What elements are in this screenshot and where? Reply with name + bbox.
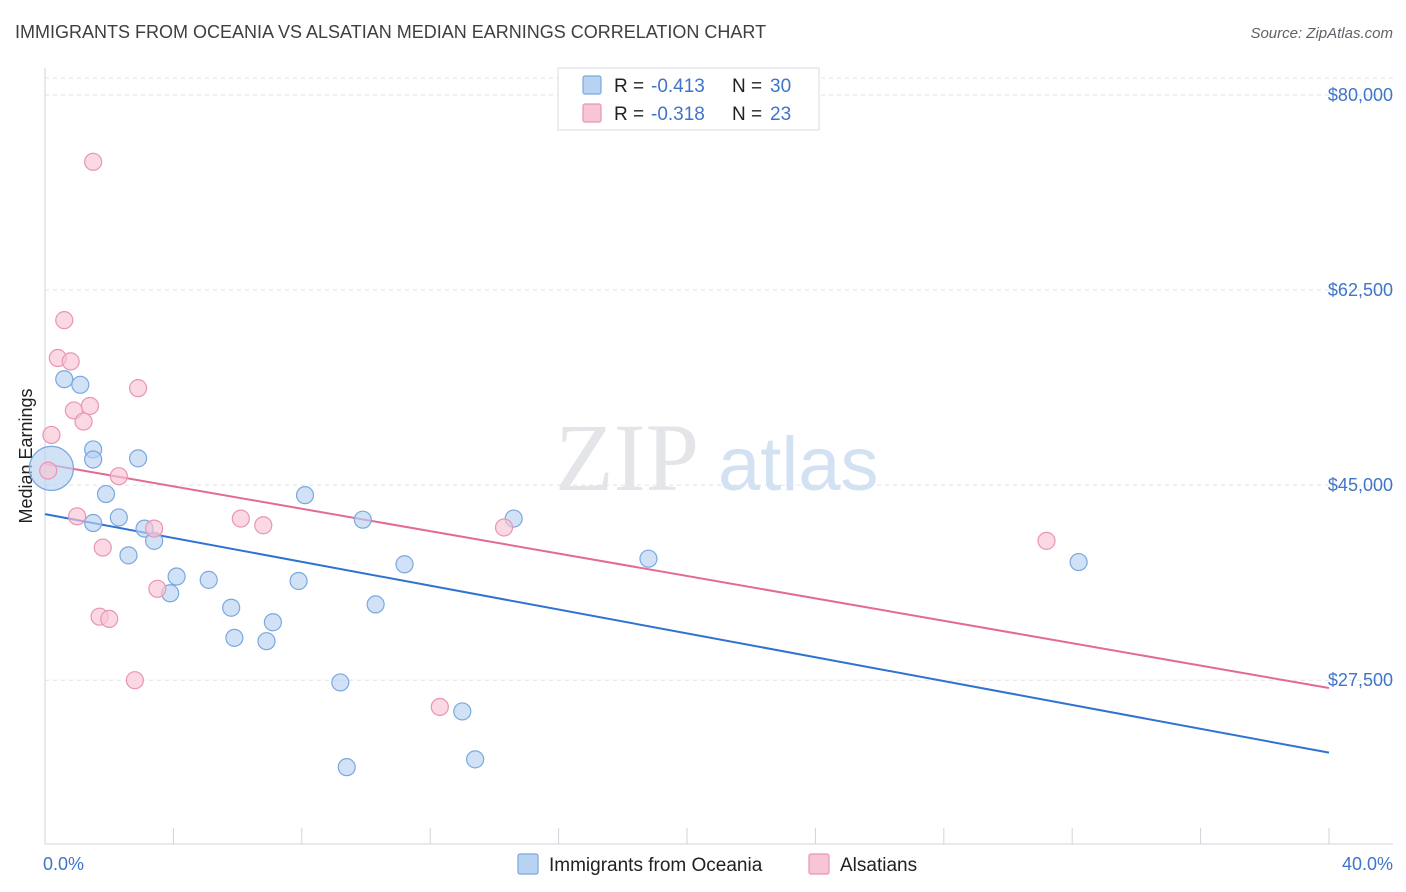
series-legend-label-oceania: Immigrants from Oceania <box>549 855 763 876</box>
point-oceania-12 <box>167 567 186 586</box>
chart-source: Source: ZipAtlas.com <box>1250 25 1393 42</box>
point-alsatians-5 <box>80 396 100 416</box>
point-alsatians-12 <box>231 509 250 528</box>
point-oceania-17 <box>295 486 315 505</box>
point-oceania-8 <box>109 508 128 527</box>
point-alsatians-21 <box>494 518 514 537</box>
watermark-atlas: atlas <box>718 422 879 507</box>
legend-r-label-alsatians: R = <box>614 104 644 125</box>
data-points <box>28 152 1088 777</box>
point-oceania-22 <box>225 628 244 647</box>
legend-swatch-alsatians <box>582 103 602 123</box>
legend-r-value-oceania: -0.413 <box>651 76 705 97</box>
point-oceania-18 <box>353 510 372 529</box>
point-alsatians-14 <box>145 519 164 538</box>
trend-line-oceania <box>44 513 1330 754</box>
chart-title: IMMIGRANTS FROM OCEANIA VS ALSATIAN MEDI… <box>15 22 766 42</box>
legend-n-value-alsatians: 23 <box>770 104 791 125</box>
point-alsatians-16 <box>148 579 167 598</box>
point-oceania-16 <box>289 571 308 591</box>
point-oceania-14 <box>199 570 218 589</box>
x-tick-label-max: 40.0% <box>1342 854 1393 874</box>
y-tick-label-2: $62,500 <box>1328 280 1393 300</box>
point-oceania-19 <box>366 595 385 614</box>
point-alsatians-0 <box>84 152 103 171</box>
grid <box>45 77 1393 681</box>
point-oceania-30 <box>1069 552 1088 572</box>
point-oceania-25 <box>453 702 472 721</box>
point-alsatians-20 <box>430 697 449 717</box>
point-oceania-11 <box>119 546 138 565</box>
legend-swatch-oceania <box>582 75 602 95</box>
point-oceania-20 <box>395 555 414 574</box>
x-ticks <box>44 828 1330 844</box>
y-tick-label-1: $45,000 <box>1328 475 1393 495</box>
legend-n-label-oceania: N = <box>732 76 762 97</box>
point-oceania-7 <box>84 513 103 533</box>
y-tick-label-3: $80,000 <box>1328 85 1393 105</box>
legend-n-label-alsatians: N = <box>732 104 762 125</box>
x-tick-label-min: 0.0% <box>43 854 84 874</box>
y-tick-label-0: $27,500 <box>1328 670 1393 690</box>
point-alsatians-19 <box>125 671 144 690</box>
point-alsatians-11 <box>67 507 87 526</box>
legend-n-value-oceania: 30 <box>770 76 791 97</box>
trend-line-alsatians <box>44 462 1330 689</box>
watermark-zip: ZIP <box>555 404 699 511</box>
series-legend: Immigrants from Oceania Alsatians <box>517 853 917 876</box>
point-alsatians-4 <box>128 379 148 398</box>
trend-lines <box>44 462 1330 754</box>
point-oceania-1 <box>55 370 74 389</box>
point-oceania-28 <box>337 758 356 777</box>
point-oceania-21 <box>263 613 283 632</box>
point-oceania-15 <box>222 598 241 617</box>
point-oceania-2 <box>71 375 90 394</box>
stats-legend: R = -0.413 N = 30 R = -0.318 N = 23 <box>557 67 820 131</box>
legend-r-value-alsatians: -0.318 <box>651 104 705 125</box>
point-alsatians-18 <box>100 609 119 628</box>
point-alsatians-3 <box>61 352 80 371</box>
point-oceania-5 <box>128 449 148 468</box>
point-alsatians-8 <box>42 425 61 445</box>
legend-r-label-oceania: R = <box>614 76 644 97</box>
point-alsatians-15 <box>93 538 112 557</box>
point-oceania-23 <box>257 632 276 651</box>
point-alsatians-9 <box>39 461 58 480</box>
point-oceania-29 <box>639 549 658 568</box>
y-axis-label: Median Earnings <box>16 388 36 523</box>
point-alsatians-1 <box>55 311 74 330</box>
series-legend-swatch-alsatians <box>808 853 830 875</box>
point-alsatians-10 <box>109 467 128 486</box>
point-oceania-27 <box>466 750 485 769</box>
series-legend-label-alsatians: Alsatians <box>840 855 917 876</box>
point-oceania-6 <box>96 484 116 504</box>
point-oceania-24 <box>331 673 350 692</box>
y-tick-labels: $27,500 $45,000 $62,500 $80,000 <box>1328 85 1393 690</box>
point-alsatians-7 <box>74 412 93 431</box>
point-alsatians-22 <box>1037 531 1056 550</box>
series-legend-swatch-oceania <box>517 853 539 875</box>
point-alsatians-13 <box>254 516 273 535</box>
point-oceania-4 <box>84 450 103 469</box>
